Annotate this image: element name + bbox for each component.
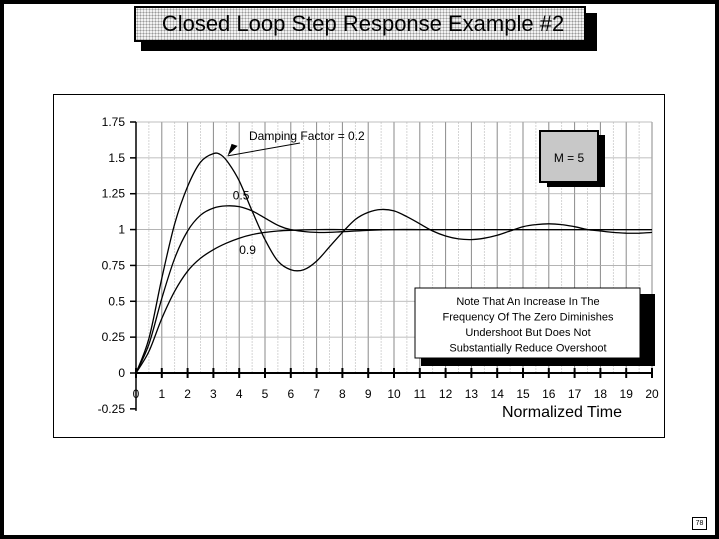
x-tick-label: 14 <box>491 387 505 401</box>
x-tick-label: 10 <box>387 387 401 401</box>
x-tick-label: 4 <box>236 387 243 401</box>
y-tick-label: 1.5 <box>108 151 125 165</box>
x-tick-label: 8 <box>339 387 346 401</box>
x-tick-label: 6 <box>287 387 294 401</box>
damping-factor-label: Damping Factor = 0.2 <box>249 129 365 143</box>
x-tick-label: 12 <box>439 387 453 401</box>
x-tick-label: 9 <box>365 387 372 401</box>
m-box <box>539 130 599 183</box>
x-tick-label: 11 <box>414 387 427 401</box>
note-line: Frequency Of The Zero Diminishes <box>443 312 614 324</box>
note-box <box>414 287 641 359</box>
damping-arrow-line <box>227 142 301 157</box>
note-line: Substantially Reduce Overshoot <box>449 343 606 355</box>
y-tick-label: 0.25 <box>102 330 126 344</box>
annotations: Damping Factor = 0.2 0.5 0.9 M = 5 Note That… <box>227 129 655 366</box>
x-axis-label: Normalized Time <box>502 404 622 421</box>
x-tick-label: 15 <box>516 387 530 401</box>
label-damping-0-9: 0.9 <box>239 243 256 257</box>
x-tick-label: 19 <box>620 387 634 401</box>
x-tick-label: 1 <box>158 387 165 401</box>
x-tick-label: 3 <box>210 387 217 401</box>
x-tick-label: 18 <box>594 387 608 401</box>
x-tick-label: 5 <box>262 387 269 401</box>
x-tick-label: 16 <box>542 387 556 401</box>
y-tick-label: -0.25 <box>98 402 126 416</box>
series-line-damping-0-2 <box>135 152 653 374</box>
note-line: Undershoot But Does Not <box>465 327 590 339</box>
x-tick-label: 17 <box>568 387 582 401</box>
y-tick-label: 0.5 <box>108 294 125 308</box>
damping-arrow-head <box>227 143 238 156</box>
label-damping-0-5: 0.5 <box>233 188 250 202</box>
page-number: 78 <box>692 517 707 530</box>
slide-title: Closed Loop Step Response Example #2 <box>161 11 565 36</box>
y-tick-label: 0.75 <box>102 258 126 272</box>
y-tick-label: 1 <box>118 223 125 237</box>
y-tick-label: 1.75 <box>102 115 126 129</box>
note-line: Note That An Increase In The <box>456 296 599 308</box>
x-tick-label: 2 <box>184 387 191 401</box>
title-box <box>134 6 586 42</box>
series-line-damping-0-9 <box>135 228 652 374</box>
m-box-label: M = 5 <box>554 151 585 165</box>
x-tick-label: 7 <box>313 387 320 401</box>
x-tick-label: 0 <box>133 387 140 401</box>
y-tick-label: 0 <box>118 366 125 380</box>
y-tick-label: 1.25 <box>102 187 126 201</box>
x-tick-label: 20 <box>645 387 659 401</box>
x-tick-label: 13 <box>465 387 479 401</box>
series-lines <box>135 152 653 374</box>
